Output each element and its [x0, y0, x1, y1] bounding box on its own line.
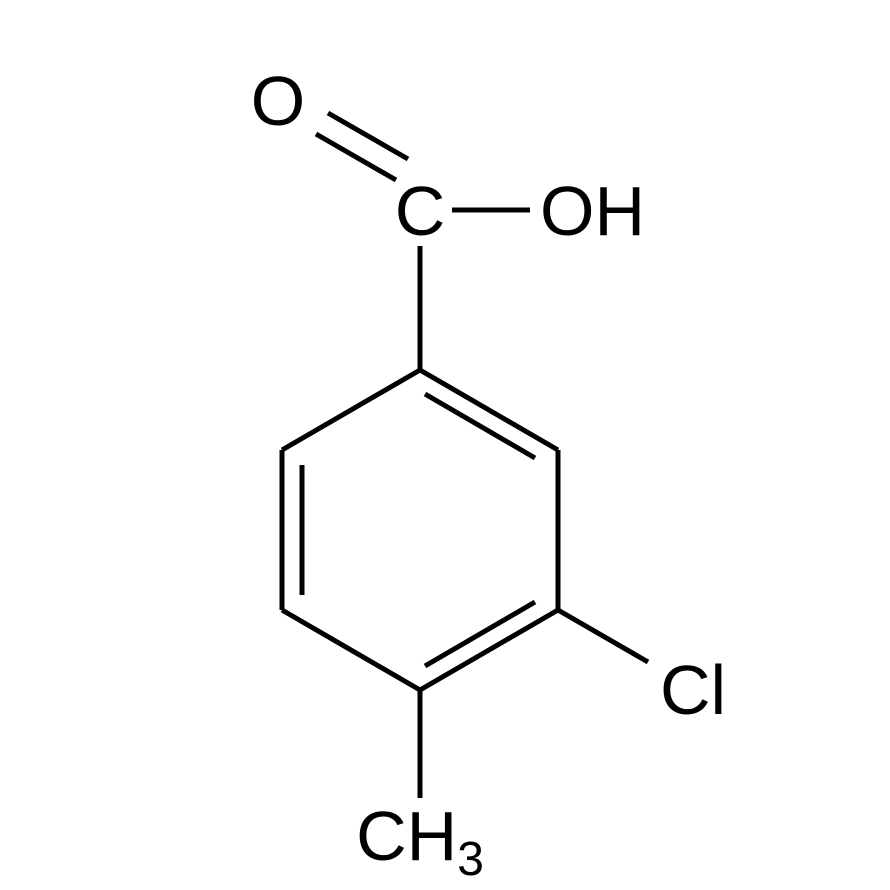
atom-ch3-ch: CH	[356, 797, 457, 875]
atom-oh: OH	[540, 172, 645, 250]
atom-c-carboxyl: C	[395, 172, 446, 250]
bond-c6-c1	[282, 370, 420, 450]
chemical-structure: O C OH Cl CH3	[0, 0, 890, 890]
bond-c7-o1-b	[328, 113, 408, 159]
atom-ch3: CH3	[356, 797, 484, 886]
atom-ch3-sub: 3	[457, 833, 484, 886]
bond-c4-c5	[282, 610, 420, 690]
bond-c3-c4-outer	[420, 610, 558, 690]
atom-o-top: O	[251, 62, 305, 140]
bond-c1-c2-outer	[420, 370, 558, 450]
atom-cl: Cl	[660, 651, 726, 729]
bond-c7-o1-a	[316, 134, 396, 180]
bond-c3-cl	[558, 610, 648, 662]
